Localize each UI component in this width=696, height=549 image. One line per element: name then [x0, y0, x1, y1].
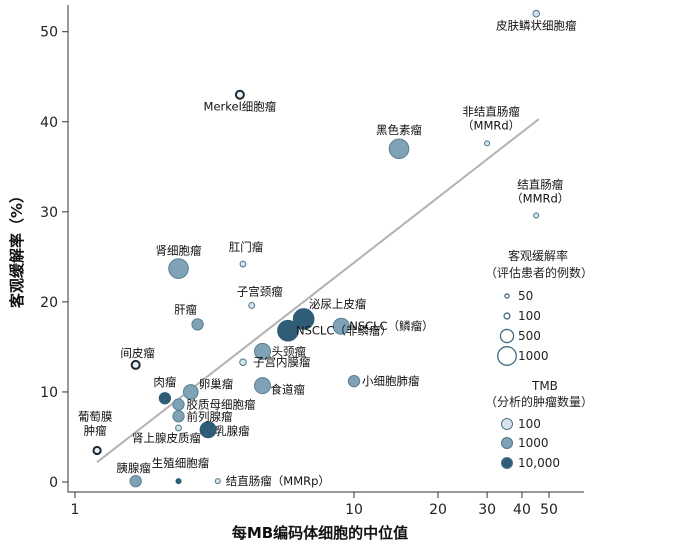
x-tick-label: 50 — [540, 502, 558, 518]
legend-color-marker — [501, 457, 513, 469]
data-point — [175, 478, 182, 485]
point-label: 乳腺瘤 — [215, 424, 250, 438]
point-label: 肾上腺皮质瘤 — [132, 431, 201, 445]
point-label: 子宫内膜瘤 — [253, 355, 311, 369]
data-point — [254, 342, 272, 360]
point-label: 卵巢瘤 — [199, 377, 234, 391]
point-label: 非结直肠瘤 — [462, 104, 520, 118]
legend-size-label: 500 — [518, 329, 541, 343]
y-tick-label: 10 — [40, 385, 58, 401]
point-label: 肝瘤 — [174, 302, 197, 316]
data-point — [533, 212, 540, 219]
point-label: 食道瘤 — [271, 383, 306, 397]
data-point — [239, 358, 247, 366]
data-point — [191, 318, 204, 331]
point-label: 子宫颈瘤 — [237, 284, 283, 298]
point-label: 胰腺瘤 — [116, 461, 151, 475]
data-point — [168, 258, 189, 279]
point-label: （MMRd） — [462, 118, 520, 132]
axes-layer: 0 10 20 30 40 50 1 10 20 30 40 50 — [40, 5, 584, 518]
point-label: NSCLC（鳞瘤） — [349, 319, 433, 333]
point-label: 结直肠瘤（MMRp） — [226, 474, 330, 488]
y-axis-title: 客观缓解率（%） — [8, 188, 26, 309]
point-label: 肿瘤 — [84, 423, 107, 437]
data-point — [199, 421, 217, 439]
y-tick-label: 20 — [40, 295, 58, 311]
data-point — [292, 308, 315, 330]
point-label: 黑色素瘤 — [376, 123, 422, 137]
legend-color-marker — [501, 418, 513, 430]
data-point — [214, 478, 221, 485]
data-point — [332, 317, 350, 335]
legend-color-title-2: （分析的肿瘤数量） — [485, 394, 593, 409]
point-label: 小细胞肺瘤 — [362, 374, 420, 388]
trendline — [96, 118, 540, 463]
trendline-layer — [96, 118, 540, 463]
point-label: 胶质母细胞瘤 — [187, 398, 256, 412]
point-label: （MMRd） — [511, 191, 569, 205]
y-tick-label: 50 — [40, 25, 58, 41]
data-point — [182, 384, 199, 400]
point-label: 间皮瘤 — [120, 346, 155, 360]
legend-size-label: 1000 — [518, 349, 549, 363]
x-axis-title: 每MB编码体细胞的中位值 — [232, 524, 408, 542]
point-label: 肉瘤 — [153, 375, 176, 389]
x-tick-label: 40 — [513, 502, 531, 518]
data-point — [248, 302, 256, 309]
data-point — [158, 392, 172, 405]
point-label: Merkel细胞瘤 — [204, 100, 277, 114]
data-point — [347, 374, 361, 388]
point-label: 皮肤鳞状细胞瘤 — [496, 19, 577, 33]
data-point — [92, 445, 102, 456]
legend-color-label: 10,000 — [518, 456, 560, 470]
legend-size-marker — [503, 312, 511, 320]
legend-size-title-1: 客观缓解率 — [508, 248, 568, 263]
data-point — [172, 410, 185, 423]
legend-color-label: 1000 — [518, 436, 549, 450]
legend: 客观缓解率 （评估患者的例数） TMB （分析的肿瘤数量） 50 100 500 10… — [485, 248, 593, 470]
data-point — [388, 138, 410, 160]
legend-color-label: 100 — [518, 417, 541, 431]
point-label: 泌尿上皮瘤 — [309, 297, 367, 311]
data-point — [239, 260, 247, 268]
data-point — [484, 140, 491, 147]
legend-color-marker — [501, 437, 513, 449]
y-tick-label: 40 — [40, 115, 58, 131]
data-point — [234, 89, 245, 100]
point-label: 生殖细胞瘤 — [152, 456, 210, 470]
point-label: 葡萄膜 — [78, 409, 113, 423]
axis-frame — [67, 5, 584, 493]
point-label: 前列腺瘤 — [187, 409, 233, 423]
data-point — [277, 319, 299, 342]
legend-size-label: 100 — [518, 309, 541, 323]
legend-size-marker — [499, 328, 515, 344]
point-label: 头颈瘤 — [272, 344, 307, 358]
y-tick-label: 0 — [49, 475, 58, 491]
x-tick-label: 10 — [345, 502, 363, 518]
point-label: NSCLC（非鳞瘤） — [296, 324, 392, 338]
legend-size-label: 50 — [518, 289, 533, 303]
point-label: 肛门瘤 — [229, 240, 264, 254]
legend-size-marker — [497, 346, 517, 366]
legend-size-marker — [504, 293, 510, 299]
legend-size-title-2: （评估患者的例数） — [485, 265, 593, 280]
data-point — [130, 359, 141, 370]
y-tick-label: 30 — [40, 205, 58, 221]
legend-color-title-1: TMB — [531, 379, 558, 393]
x-tick-label: 20 — [429, 502, 447, 518]
x-tick-label: 1 — [71, 502, 80, 518]
x-tick-label: 30 — [478, 502, 496, 518]
point-label: 结直肠瘤 — [517, 177, 563, 191]
data-point — [172, 398, 185, 411]
points-layer — [92, 9, 541, 488]
data-point — [175, 424, 182, 432]
data-point — [254, 377, 272, 395]
data-point — [532, 9, 541, 18]
point-label: 肾细胞瘤 — [156, 244, 202, 258]
data-point — [129, 474, 142, 488]
